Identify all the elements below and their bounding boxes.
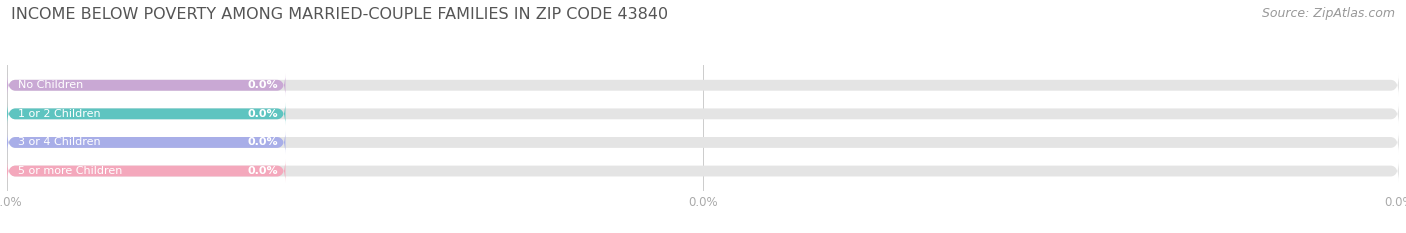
Text: 0.0%: 0.0% <box>247 80 278 90</box>
FancyBboxPatch shape <box>7 131 1399 154</box>
Text: 3 or 4 Children: 3 or 4 Children <box>18 137 101 147</box>
Text: INCOME BELOW POVERTY AMONG MARRIED-COUPLE FAMILIES IN ZIP CODE 43840: INCOME BELOW POVERTY AMONG MARRIED-COUPL… <box>11 7 668 22</box>
Text: 0.0%: 0.0% <box>247 166 278 176</box>
Text: Source: ZipAtlas.com: Source: ZipAtlas.com <box>1261 7 1395 20</box>
FancyBboxPatch shape <box>7 102 1399 126</box>
FancyBboxPatch shape <box>7 102 285 126</box>
Text: No Children: No Children <box>18 80 83 90</box>
FancyBboxPatch shape <box>7 159 285 183</box>
Text: 5 or more Children: 5 or more Children <box>18 166 122 176</box>
Text: 0.0%: 0.0% <box>247 137 278 147</box>
Text: 0.0%: 0.0% <box>247 109 278 119</box>
Text: 1 or 2 Children: 1 or 2 Children <box>18 109 101 119</box>
FancyBboxPatch shape <box>7 131 285 154</box>
FancyBboxPatch shape <box>7 74 285 97</box>
FancyBboxPatch shape <box>7 74 1399 97</box>
FancyBboxPatch shape <box>7 159 1399 183</box>
